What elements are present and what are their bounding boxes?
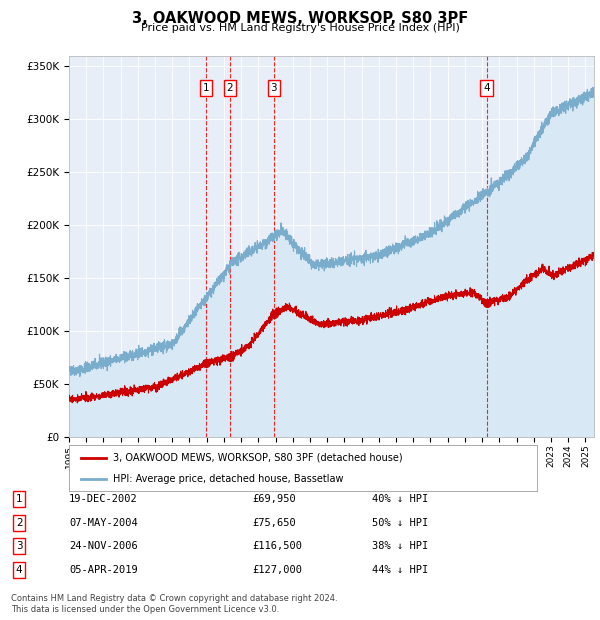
Text: HPI: Average price, detached house, Bassetlaw: HPI: Average price, detached house, Bass…: [113, 474, 344, 484]
Text: £69,950: £69,950: [252, 494, 296, 504]
Text: 1: 1: [16, 494, 23, 504]
Text: Price paid vs. HM Land Registry's House Price Index (HPI): Price paid vs. HM Land Registry's House …: [140, 23, 460, 33]
Text: 2: 2: [16, 518, 23, 528]
Text: 2: 2: [227, 83, 233, 93]
Text: 07-MAY-2004: 07-MAY-2004: [69, 518, 138, 528]
Text: £116,500: £116,500: [252, 541, 302, 551]
Text: 24-NOV-2006: 24-NOV-2006: [69, 541, 138, 551]
Text: £75,650: £75,650: [252, 518, 296, 528]
Text: This data is licensed under the Open Government Licence v3.0.: This data is licensed under the Open Gov…: [11, 604, 279, 614]
Text: 50% ↓ HPI: 50% ↓ HPI: [372, 518, 428, 528]
Text: 40% ↓ HPI: 40% ↓ HPI: [372, 494, 428, 504]
Text: 38% ↓ HPI: 38% ↓ HPI: [372, 541, 428, 551]
Text: 19-DEC-2002: 19-DEC-2002: [69, 494, 138, 504]
Text: 3, OAKWOOD MEWS, WORKSOP, S80 3PF: 3, OAKWOOD MEWS, WORKSOP, S80 3PF: [132, 11, 468, 26]
Text: 44% ↓ HPI: 44% ↓ HPI: [372, 565, 428, 575]
Text: 3: 3: [271, 83, 277, 93]
Text: 05-APR-2019: 05-APR-2019: [69, 565, 138, 575]
Text: Contains HM Land Registry data © Crown copyright and database right 2024.: Contains HM Land Registry data © Crown c…: [11, 593, 337, 603]
Text: 4: 4: [483, 83, 490, 93]
Text: 1: 1: [203, 83, 209, 93]
Text: 4: 4: [16, 565, 23, 575]
Text: 3, OAKWOOD MEWS, WORKSOP, S80 3PF (detached house): 3, OAKWOOD MEWS, WORKSOP, S80 3PF (detac…: [113, 453, 403, 463]
Text: £127,000: £127,000: [252, 565, 302, 575]
Text: 3: 3: [16, 541, 23, 551]
